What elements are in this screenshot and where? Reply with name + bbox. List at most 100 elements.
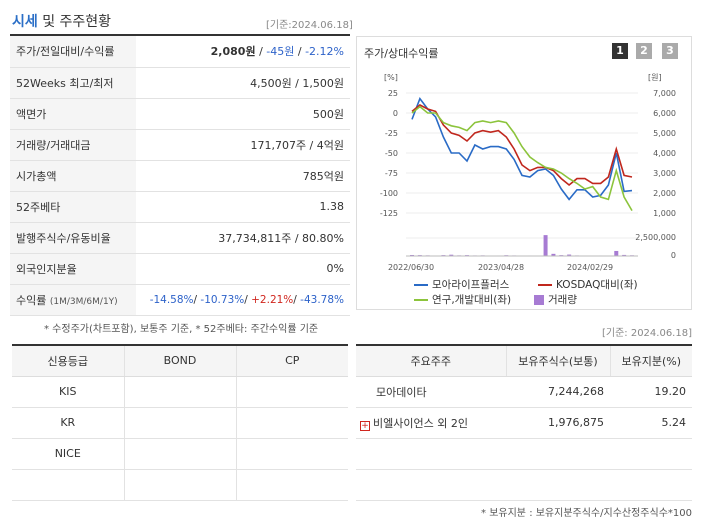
table-row: 시가총액 785억원 [10, 160, 350, 192]
holder-shares: 7,244,268 [506, 376, 610, 408]
price-change: -45원 [266, 45, 295, 59]
volume-bar [551, 253, 556, 256]
footnote: * 수정주가(차트포함), 보통주 기준, * 52주베타: 주간수익률 기준 [44, 324, 319, 335]
table-row: 모아데이타 7,244,268 19.20 [356, 376, 692, 408]
volume-tick-label: 2,500,000 [635, 233, 676, 242]
column-header: BOND [124, 344, 237, 377]
basis-date: [기준:2024.06.18] [266, 20, 353, 31]
chart-panel [356, 36, 692, 310]
volume-bar [449, 254, 454, 256]
left-tick-label: -50 [385, 149, 398, 158]
left-tick-label: -25 [385, 129, 398, 138]
legend-swatch [534, 294, 544, 305]
cp-cell [236, 469, 348, 501]
right-tick-label: 1,000 [653, 209, 676, 218]
volume-bar [622, 254, 627, 256]
volume-bar [614, 250, 619, 256]
table-row: 주가/전일대비/수익률 2,080원 / -45원 / -2.12% [10, 36, 350, 68]
right-axis-unit: [원] [648, 73, 662, 82]
credit-rating-table: 신용등급 BOND CP KIS KR NICE [12, 344, 348, 501]
gridlines [406, 92, 638, 214]
holder-pct: 19.20 [610, 376, 692, 408]
table-row: KIS [12, 376, 348, 408]
bond-cell [124, 407, 237, 439]
shareholders-table: 주요주주 보유주식수(보통) 보유지분(%) 모아데이타 7,244,268 1… [356, 344, 692, 501]
relative-return-chart: [%] [원] 25 0 -25 -50 -75 -100 -125 7,000… [380, 73, 676, 272]
bond-cell [124, 376, 237, 408]
price-value: 2,080원 / -45원 / -2.12% [136, 36, 350, 68]
holder-name-cell: + 비엘사이언스 외 2인 [356, 407, 506, 439]
right-tick-label: 6,000 [653, 109, 676, 118]
bond-cell [124, 438, 237, 470]
row-value: 171,707주 / 4억원 [136, 129, 350, 161]
row-label: 거래량/거래대금 [10, 129, 136, 161]
column-header: 보유주식수(보통) [506, 344, 611, 377]
column-header: CP [236, 344, 348, 377]
bond-cell [124, 469, 237, 501]
cp-cell [236, 438, 348, 470]
right-tick-label: 7,000 [653, 89, 676, 98]
series-line [411, 104, 633, 187]
chart-page-2-button[interactable]: 2 [636, 43, 652, 59]
volume-bar [410, 254, 414, 256]
legend-item-rnd: 연구,개발대비(좌) [414, 292, 511, 307]
row-label: 액면가 [10, 98, 136, 130]
x-tick-label: 2022/06/30 [388, 263, 434, 272]
series-line [411, 105, 633, 212]
current-price: 2,080원 [210, 45, 256, 59]
agency-cell: KIS [12, 376, 125, 408]
volume-bar [567, 254, 572, 256]
right-tick-label: 5,000 [653, 129, 676, 138]
legend-swatch [414, 298, 428, 301]
agency-cell: KR [12, 407, 125, 439]
volume-bar [543, 235, 548, 256]
table-row [356, 469, 692, 501]
chart-page-3-button[interactable]: 3 [662, 43, 678, 59]
left-tick-label: 0 [393, 109, 398, 118]
right-axis-ticks: 7,000 6,000 5,000 4,000 3,000 2,000 1,00… [653, 89, 676, 218]
legend-item-volume: 거래량 [534, 292, 577, 307]
agency-cell: NICE [12, 438, 125, 470]
returns-value: -14.58%/ -10.73%/ +2.21%/ -43.78% [136, 284, 350, 316]
legend-swatch [414, 283, 428, 286]
left-tick-label: -75 [385, 169, 398, 178]
table-row: + 비엘사이언스 외 2인 1,976,875 5.24 [356, 407, 692, 439]
holder-name[interactable]: 비엘사이언스 외 2인 [373, 416, 468, 430]
right-tick-label: 4,000 [653, 149, 676, 158]
table-row: 외국인지분율 0% [10, 253, 350, 285]
footnote: * 보유지분 : 보유지분주식수/지수산정주식수*100 [481, 508, 692, 519]
table-row [356, 438, 692, 470]
row-value: 4,500원 / 1,500원 [136, 67, 350, 99]
column-header: 주요주주 [356, 344, 507, 377]
column-header: 보유지분(%) [610, 344, 692, 377]
table-row: 발행주식수/유동비율 37,734,811주 / 80.80% [10, 222, 350, 254]
left-tick-label: -100 [380, 189, 398, 198]
table-row: 52주베타 1.38 [10, 191, 350, 223]
series-lines [411, 96, 633, 212]
column-header: 신용등급 [12, 344, 125, 377]
table-row: NICE [12, 438, 348, 470]
chart-page-1-button[interactable]: 1 [612, 43, 628, 59]
holder-name: 모아데이타 [356, 376, 506, 408]
table-row: KR [12, 407, 348, 439]
left-tick-label: -125 [380, 209, 398, 218]
price-rate: -2.12% [305, 45, 344, 59]
row-label: 시가총액 [10, 160, 136, 192]
returns-label: 수익률 (1M/3M/6M/1Y) [10, 284, 136, 316]
basis-date: [기준: 2024.06.18] [601, 328, 692, 339]
table-header-row: 주요주주 보유주식수(보통) 보유지분(%) [356, 344, 692, 377]
right-tick-label: 3,000 [653, 169, 676, 178]
cp-cell [236, 407, 348, 439]
holder-shares: 1,976,875 [506, 407, 610, 439]
left-axis-unit: [%] [384, 73, 398, 82]
row-label: 발행주식수/유동비율 [10, 222, 136, 254]
right-tick-label: 2,000 [653, 189, 676, 198]
page-title: 시세 및 주주현황 [12, 14, 112, 30]
row-value: 37,734,811주 / 80.80% [136, 222, 350, 254]
table-header-row: 신용등급 BOND CP [12, 344, 348, 377]
legend-item-stock: 모아라이프플러스 [414, 277, 509, 292]
expand-plus-icon[interactable]: + [360, 420, 370, 431]
table-row [12, 469, 348, 501]
table-row: 수익률 (1M/3M/6M/1Y) -14.58%/ -10.73%/ +2.2… [10, 284, 350, 316]
row-value: 785억원 [136, 160, 350, 192]
